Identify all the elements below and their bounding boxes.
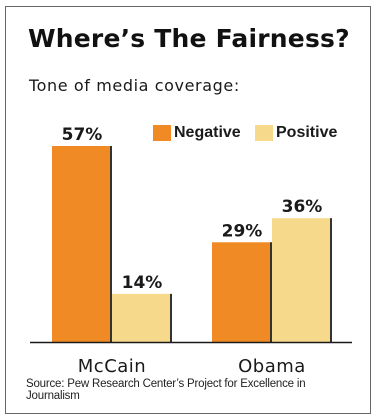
legend-item-positive: Positive (255, 124, 337, 142)
bar-mccain-positive (112, 293, 172, 342)
data-label-obama-negative: 29% (222, 221, 263, 241)
chart-subtitle: Tone of media coverage: (29, 76, 240, 95)
chart-frame (5, 6, 371, 414)
bar-obama-negative (212, 242, 272, 342)
category-label-mccain: McCain (78, 356, 146, 377)
category-label-obama: Obama (238, 356, 306, 377)
bar-mccain-negative (52, 146, 112, 342)
legend-item-negative: Negative (153, 124, 241, 142)
legend-swatch-negative (153, 125, 171, 141)
bar-obama-positive (272, 218, 332, 342)
data-label-mccain-negative: 57% (62, 125, 103, 145)
legend-swatch-positive (255, 125, 273, 141)
chart-title: Where’s The Fairness? (28, 24, 350, 53)
source-note: Source: Pew Research Center’s Project fo… (26, 378, 306, 402)
legend-label-negative: Negative (174, 124, 241, 141)
legend-label-positive: Positive (276, 124, 338, 141)
data-label-obama-positive: 36% (282, 197, 323, 217)
data-label-mccain-positive: 14% (122, 273, 163, 293)
